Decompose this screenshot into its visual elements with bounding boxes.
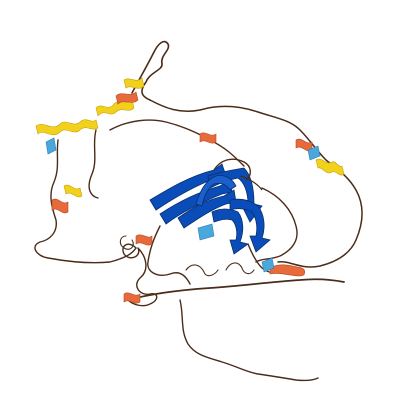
coil-tail [179, 299, 319, 382]
helix-yellow-1 [35, 119, 99, 136]
helix-yellow-4 [63, 184, 83, 198]
beta-strand-5 [229, 198, 271, 253]
helix-orange-3 [199, 132, 217, 144]
coil-left-inner [88, 129, 99, 199]
coil-bottom-left [122, 243, 158, 307]
coil-detail-1 [119, 235, 134, 250]
coil-left-wrap [34, 139, 137, 264]
coil-detail-2 [185, 264, 219, 277]
coil-bottom-strand [127, 278, 345, 301]
beta-loop-side [239, 175, 263, 191]
helix-yellow-3 [123, 77, 145, 89]
segment-lightblue-1 [45, 137, 57, 155]
segment-lightblue-3 [197, 223, 215, 241]
helix-orange-2 [51, 198, 69, 214]
coil-backbone [34, 40, 363, 382]
coil-sheet-down [147, 225, 191, 285]
yellow-helices [35, 77, 345, 198]
helix-yellow-2 [95, 99, 135, 117]
coil-fine-details [119, 235, 255, 277]
coil-top-spike [131, 40, 170, 101]
coil-top-arc [149, 99, 363, 268]
helix-yellow-5 [315, 158, 345, 176]
helix-orange-5 [269, 264, 306, 277]
segment-lightblue-4 [261, 257, 275, 273]
coil-right-loop [255, 187, 298, 263]
helix-orange-1 [115, 91, 139, 105]
helix-orange-6 [135, 234, 153, 246]
beta-sheet [149, 158, 271, 255]
coil-inner-arc [109, 119, 245, 167]
orange-helices [51, 91, 313, 304]
beta-strand-6 [211, 208, 249, 255]
segment-lightblue-2 [307, 145, 321, 161]
helix-orange-7 [123, 292, 141, 304]
coil-detail-3 [225, 262, 255, 275]
light-blue-segments [45, 137, 321, 273]
beta-loop-top [213, 158, 251, 181]
beta-strand-7 [195, 175, 237, 207]
